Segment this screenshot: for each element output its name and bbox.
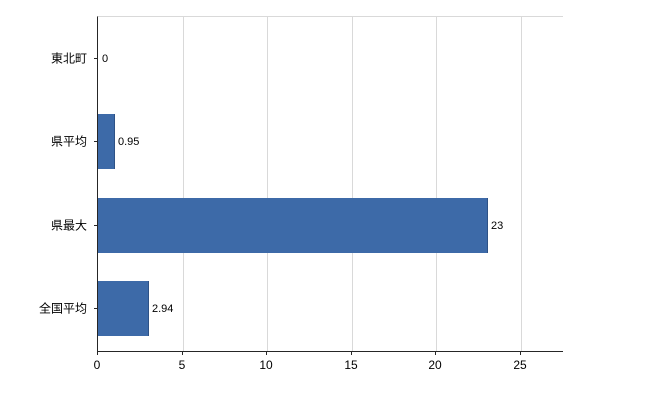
bar (98, 114, 115, 169)
x-tick-label: 25 (513, 358, 527, 372)
bar-value-label: 23 (491, 220, 504, 232)
x-tick-mark (435, 351, 436, 355)
category-label: 県最大 (50, 218, 87, 233)
x-tick-label: 15 (344, 358, 358, 372)
category-label: 東北町 (50, 51, 87, 66)
y-tick-mark (94, 225, 98, 226)
x-tick-mark (520, 351, 521, 355)
bar-value-label: 0 (102, 53, 109, 65)
category-label: 県平均 (50, 134, 87, 149)
gridline (267, 17, 268, 351)
x-tick-label: 0 (93, 358, 101, 372)
plot-area: 0 0.95 23 2.94 (97, 16, 563, 352)
category-axis-labels: 東北町県平均県最大全国平均 (0, 16, 91, 350)
gridline (183, 17, 184, 351)
x-tick-mark (351, 351, 352, 355)
x-tick-mark (266, 351, 267, 355)
x-tick-mark (182, 351, 183, 355)
y-tick-mark (94, 141, 98, 142)
category-label: 全国平均 (38, 301, 87, 316)
bar (98, 198, 488, 253)
x-tick-label: 20 (428, 358, 442, 372)
y-tick-mark (94, 308, 98, 309)
gridline (521, 17, 522, 351)
bar (98, 281, 149, 336)
y-tick-mark (94, 58, 98, 59)
x-tick-mark (97, 351, 98, 355)
gridline (436, 17, 437, 351)
bar-value-label: 2.94 (152, 303, 174, 315)
bar-value-label: 0.95 (118, 136, 140, 148)
x-tick-label: 5 (178, 358, 186, 372)
value-axis: 0 5 10 15 20 25 (93, 351, 562, 381)
gridline (352, 17, 353, 351)
x-tick-label: 10 (259, 358, 273, 372)
